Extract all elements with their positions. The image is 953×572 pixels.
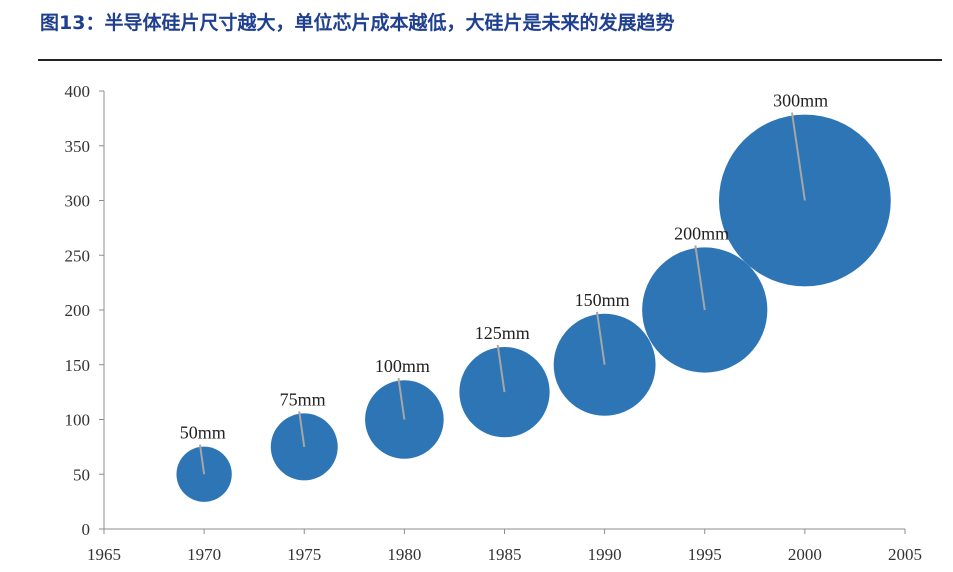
- y-tick-label: 150: [65, 356, 91, 375]
- y-tick-label: 0: [82, 520, 91, 539]
- y-tick-label: 300: [65, 192, 91, 211]
- bubble-leader-line: [198, 444, 206, 475]
- chart-bubbles: [176, 114, 891, 502]
- x-tick-label: 1975: [287, 545, 321, 564]
- bubble-data-label: 200mm: [674, 223, 729, 243]
- x-tick-label: 1980: [387, 545, 421, 564]
- x-tick-label: 2000: [788, 545, 822, 564]
- bubble-data-label: 75mm: [280, 389, 326, 409]
- bubble-data-label: 125mm: [475, 323, 530, 343]
- x-tick-label: 1985: [488, 545, 522, 564]
- x-tick-label: 1990: [588, 545, 622, 564]
- figure-title: 图13：半导体硅片尺寸越大，单位芯片成本越低，大硅片是未来的发展趋势: [40, 12, 675, 34]
- y-tick-label: 200: [65, 301, 91, 320]
- bubble-leader-line: [298, 411, 306, 448]
- y-tick-label: 400: [65, 82, 91, 101]
- bubble-data-label: 50mm: [180, 423, 226, 443]
- bubble-data-label: 100mm: [375, 356, 430, 376]
- bubble-leader-line: [496, 344, 506, 393]
- y-tick-label: 250: [65, 246, 91, 265]
- bubble-data-label: 300mm: [773, 91, 828, 111]
- y-tick-label: 350: [65, 137, 91, 156]
- x-tick-label: 1970: [187, 545, 221, 564]
- chart-labels: 50mm 75mm 100mm 125mm 150mm 200mm 300mm: [180, 91, 828, 475]
- bubble-leader-line: [397, 378, 406, 420]
- y-tick-label: 50: [73, 465, 90, 484]
- chart-axes: 0 50 100 150 200 250 300 350 400 1965 1970 1975 1980…: [65, 82, 923, 564]
- bubble-data-label: 150mm: [575, 290, 630, 310]
- x-tick-label: 1965: [87, 545, 121, 564]
- bubble-leader-line: [791, 112, 806, 201]
- x-tick-label: 1995: [688, 545, 722, 564]
- title-divider: [38, 59, 942, 61]
- x-tick-label: 2005: [888, 545, 922, 564]
- y-tick-label: 100: [65, 411, 91, 430]
- bubble-leader-line: [694, 245, 706, 311]
- bubble-leader-line: [595, 311, 606, 365]
